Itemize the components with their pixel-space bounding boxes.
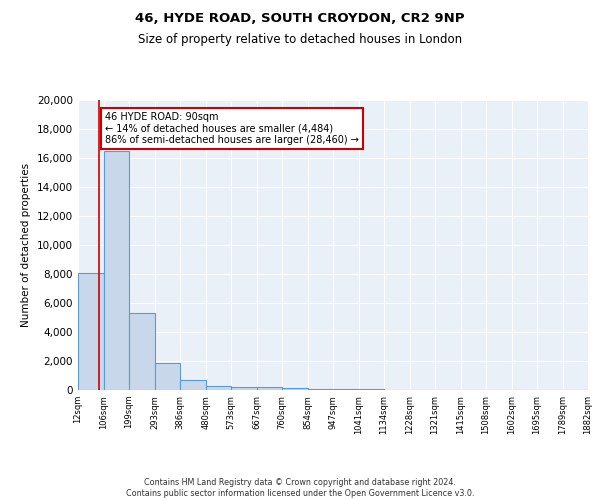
Bar [155, 363, 180, 390]
Text: Contains HM Land Registry data © Crown copyright and database right 2024.
Contai: Contains HM Land Registry data © Crown c… [126, 478, 474, 498]
Bar [333, 389, 359, 390]
Bar [308, 388, 333, 390]
Text: Size of property relative to detached houses in London: Size of property relative to detached ho… [138, 32, 462, 46]
Bar [104, 151, 129, 390]
Text: 46 HYDE ROAD: 90sqm
← 14% of detached houses are smaller (4,484)
86% of semi-det: 46 HYDE ROAD: 90sqm ← 14% of detached ho… [105, 112, 359, 145]
Bar [180, 380, 206, 390]
Text: 46, HYDE ROAD, SOUTH CROYDON, CR2 9NP: 46, HYDE ROAD, SOUTH CROYDON, CR2 9NP [135, 12, 465, 26]
Bar [78, 272, 104, 390]
Bar [257, 388, 282, 390]
Bar [231, 386, 257, 390]
Bar [282, 388, 308, 390]
Bar [129, 313, 155, 390]
Y-axis label: Number of detached properties: Number of detached properties [22, 163, 31, 327]
Bar [206, 386, 231, 390]
